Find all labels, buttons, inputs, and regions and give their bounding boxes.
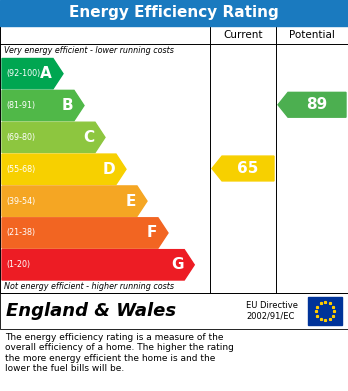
Text: (69-80): (69-80) — [6, 133, 35, 142]
Text: Current: Current — [223, 30, 263, 40]
Polygon shape — [278, 92, 346, 117]
Text: C: C — [83, 130, 94, 145]
Polygon shape — [2, 90, 84, 121]
Text: A: A — [40, 66, 52, 81]
Text: (81-91): (81-91) — [6, 101, 35, 110]
Text: 65: 65 — [237, 161, 259, 176]
Bar — [0, 0, 348, 26]
Text: (92-100): (92-100) — [6, 69, 40, 78]
Bar — [308, 297, 342, 325]
Text: The energy efficiency rating is a measure of the
overall efficiency of a home. T: The energy efficiency rating is a measur… — [5, 333, 234, 373]
Text: (21-38): (21-38) — [6, 228, 35, 237]
Text: Very energy efficient - lower running costs: Very energy efficient - lower running co… — [4, 46, 174, 55]
Text: Energy Efficiency Rating: Energy Efficiency Rating — [69, 5, 279, 20]
Text: 2002/91/EC: 2002/91/EC — [246, 312, 294, 321]
Polygon shape — [2, 154, 126, 185]
Bar — [0, 26, 348, 293]
Polygon shape — [2, 218, 168, 248]
Text: (39-54): (39-54) — [6, 197, 35, 206]
Text: (55-68): (55-68) — [6, 165, 35, 174]
Text: D: D — [102, 162, 115, 177]
Text: EU Directive: EU Directive — [246, 301, 298, 310]
Text: E: E — [126, 194, 136, 209]
Bar — [0, 293, 348, 329]
Text: (1-20): (1-20) — [6, 260, 30, 269]
Polygon shape — [2, 186, 147, 216]
Text: Not energy efficient - higher running costs: Not energy efficient - higher running co… — [4, 282, 174, 291]
Text: F: F — [147, 226, 157, 240]
Polygon shape — [2, 59, 63, 89]
Polygon shape — [2, 122, 105, 152]
Text: 89: 89 — [306, 97, 327, 112]
Polygon shape — [212, 156, 274, 181]
Text: G: G — [171, 257, 183, 272]
Text: England & Wales: England & Wales — [6, 302, 176, 320]
Text: Potential: Potential — [289, 30, 335, 40]
Polygon shape — [2, 249, 194, 280]
Text: B: B — [61, 98, 73, 113]
